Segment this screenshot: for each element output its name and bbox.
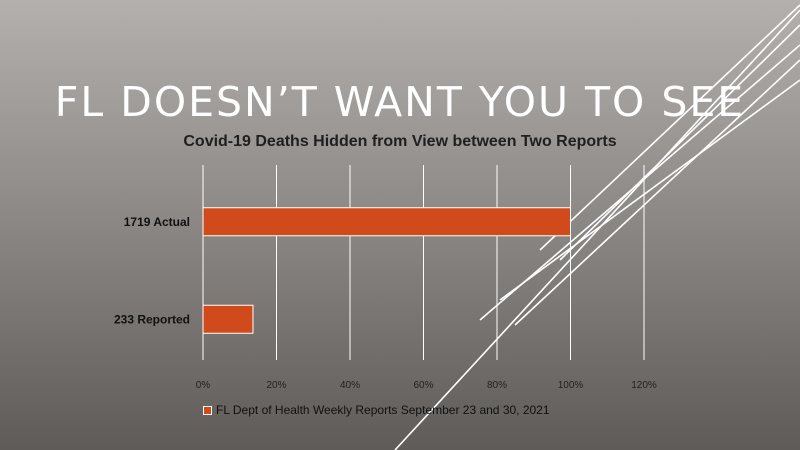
x-tick-label: 80% xyxy=(487,380,507,391)
legend-label: FL Dept of Health Weekly Reports Septemb… xyxy=(216,403,550,417)
slide-headline: FL DOESN’T WANT YOU TO SEE xyxy=(54,78,746,126)
x-tick-label: 100% xyxy=(558,380,584,391)
category-label: 1719 Actual xyxy=(124,215,190,229)
x-tick-label: 40% xyxy=(340,380,360,391)
chart-title: Covid-19 Deaths Hidden from View between… xyxy=(183,133,617,150)
x-tick-label: 0% xyxy=(196,380,211,391)
chart-legend: FL Dept of Health Weekly Reports Septemb… xyxy=(203,403,550,417)
x-tick-label: 20% xyxy=(266,380,286,391)
bar xyxy=(202,304,254,334)
legend-swatch xyxy=(203,405,212,415)
bar xyxy=(202,207,571,237)
x-tick-label: 120% xyxy=(631,380,657,391)
category-label: 233 Reported xyxy=(114,312,190,326)
x-tick-label: 60% xyxy=(413,380,433,391)
